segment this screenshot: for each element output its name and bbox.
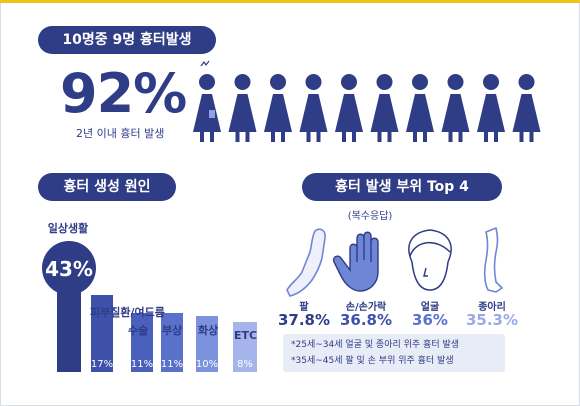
age-notes: *25세~34세 얼굴 및 종아리 위주 흉터 발생 *35세~45세 팔 및 … <box>283 334 505 372</box>
age-note-2: *35세~45세 팔 및 손 부위 위주 흉터 발생 <box>291 356 454 366</box>
bar-top-circle <box>42 241 96 295</box>
cause-title: 흉터 생성 원인 <box>38 173 176 201</box>
leg-icon <box>483 227 503 293</box>
bar-value-label: 10% <box>196 359 218 370</box>
bar-category-label: 일상생활 <box>48 221 88 235</box>
person-icon <box>335 74 363 142</box>
person-icon <box>441 74 470 142</box>
body-part-label: 손/손가락 <box>345 302 387 313</box>
age-note-1: *25세~34세 얼굴 및 종아리 위주 흉터 발생 <box>291 340 460 350</box>
body-part-label: 종아리 <box>478 302 506 313</box>
person-icon <box>299 74 328 142</box>
bar-value-label: 17% <box>91 359 113 370</box>
body-part-label: 팔 <box>299 302 309 313</box>
part-title: 흉터 발생 부위 Top 4 <box>302 173 502 201</box>
face-icon <box>408 229 452 291</box>
bar <box>57 282 81 372</box>
bar-category-label: 화상 <box>198 323 218 337</box>
hand-icon <box>332 231 379 292</box>
person-icon <box>370 74 399 142</box>
body-part-value: 35.3% <box>465 311 519 329</box>
top-accent-line <box>0 0 580 3</box>
bar-value-label: 8% <box>237 359 253 370</box>
stat-title: 10명중 9명 흉터발생 <box>38 26 216 54</box>
person-icon <box>477 74 505 142</box>
bar <box>233 322 257 372</box>
bar-category-label: ETC <box>234 329 257 342</box>
bar <box>131 313 153 372</box>
person-scarred-icon <box>193 60 221 142</box>
bar-category-label: 부상 <box>162 323 182 337</box>
body-part-value: 37.8% <box>277 311 331 329</box>
part-subtitle: (복수응답) <box>347 211 393 222</box>
stat-percent: 92% <box>60 62 187 125</box>
person-icon <box>228 74 257 142</box>
body-part-value: 36.8% <box>339 311 393 329</box>
person-icon <box>264 74 292 142</box>
bar-value-label: 11% <box>131 359 153 370</box>
bar-category-label: 수술 <box>128 324 148 337</box>
bar-category-label: 피부질환/여드름 <box>90 305 165 319</box>
bar <box>91 295 113 372</box>
bar <box>161 313 183 372</box>
person-icon <box>512 74 541 142</box>
bar-value-label: 11% <box>161 359 183 370</box>
bar <box>196 316 218 372</box>
body-part-label: 얼굴 <box>420 302 440 313</box>
person-icon <box>406 74 434 142</box>
arm-icon <box>286 228 326 297</box>
body-part-value: 36% <box>412 311 448 329</box>
bar-value-label-main: 43% <box>45 257 93 281</box>
stat-caption: 2년 이내 흉터 발생 <box>76 127 165 140</box>
